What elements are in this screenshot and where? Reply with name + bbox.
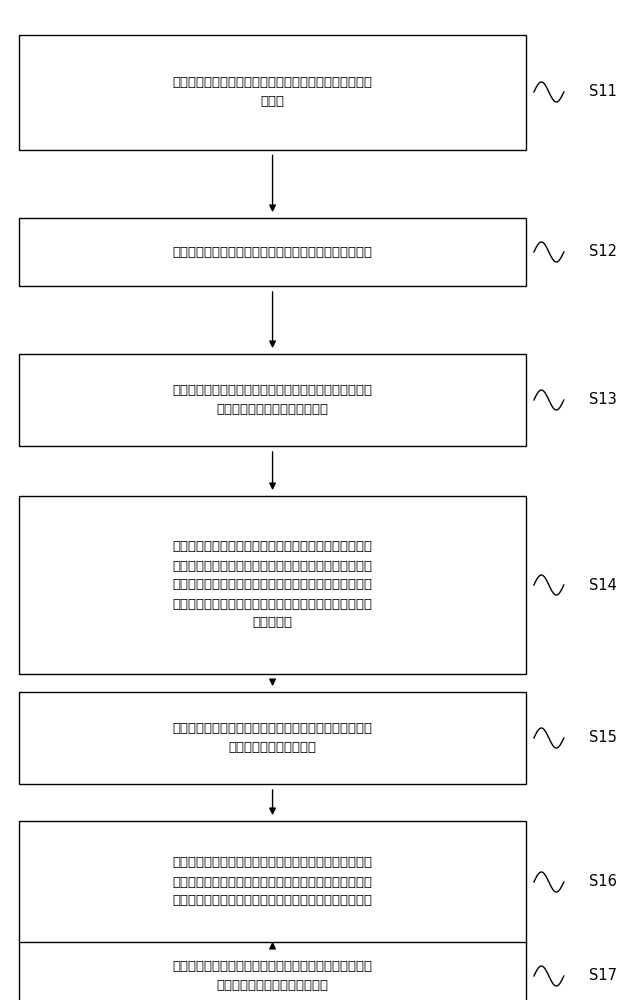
Bar: [19, 496, 526, 674]
Bar: [19, 692, 526, 784]
Bar: [19, 218, 526, 286]
Text: S17: S17: [589, 968, 617, 984]
Text: 获取正常人的清晰眼底图像以及白内障患者的真实噪声眼
底图像: 获取正常人的清晰眼底图像以及白内障患者的真实噪声眼 底图像: [173, 76, 373, 108]
Text: S14: S14: [589, 578, 617, 592]
Text: 使用优化后的所述生成器对所述真实噪声眼底图像进行去
噪，以得到真实去噪图像: 使用优化后的所述生成器对所述真实噪声眼底图像进行去 噪，以得到真实去噪图像: [173, 722, 373, 754]
Text: S13: S13: [589, 392, 617, 408]
Text: S16: S16: [589, 874, 617, 890]
Text: 构建第一判别器，并分别将所述清晰眼底图像和所述模拟
噪声眼底图像的组合，以及所述模拟去噪图像和所述模拟
噪声眼底图像的组合输入所述第一判别器，以得到所述第
一判: 构建第一判别器，并分别将所述清晰眼底图像和所述模拟 噪声眼底图像的组合，以及所述…: [173, 540, 373, 630]
Text: S11: S11: [589, 85, 617, 100]
Text: 对所述清晰眼底图像加入噪声，以得到模拟噪声眼底图像: 对所述清晰眼底图像加入噪声，以得到模拟噪声眼底图像: [173, 245, 373, 258]
Text: S12: S12: [589, 244, 617, 259]
Text: 根据再次优化后的所述生成器对所述真实噪声眼底图像进
行去噪，以得到最终的去噪结果: 根据再次优化后的所述生成器对所述真实噪声眼底图像进 行去噪，以得到最终的去噪结果: [173, 960, 373, 992]
Bar: [19, 942, 526, 1000]
Text: 构建第二判别器，并将所述真实去噪图像和所述模拟去噪
图像输入所述第二判别器，以得到所述第二判别器的第二
损失，从而根据所述第二损失对所述生成器再次进行优化: 构建第二判别器，并将所述真实去噪图像和所述模拟去噪 图像输入所述第二判别器，以得…: [173, 856, 373, 908]
Text: S15: S15: [589, 730, 617, 746]
Bar: [19, 821, 526, 943]
Bar: [19, 34, 526, 149]
Text: 构建生成器，并使用所述生成器对所述模拟噪声眼底图像
进行去噪，以得到模拟去噪图像: 构建生成器，并使用所述生成器对所述模拟噪声眼底图像 进行去噪，以得到模拟去噪图像: [173, 384, 373, 416]
Bar: [19, 354, 526, 446]
